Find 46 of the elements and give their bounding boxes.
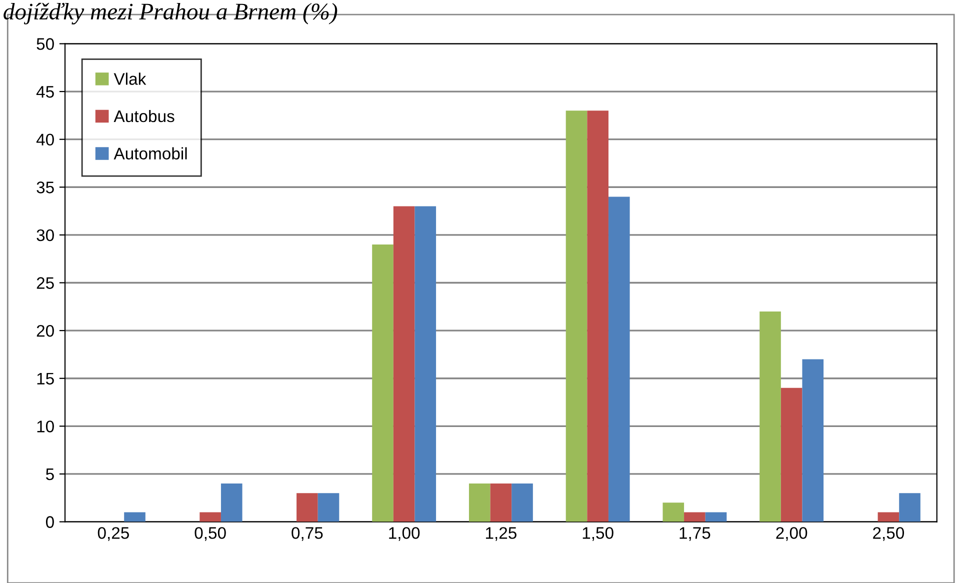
y-tick-label: 10	[37, 420, 54, 432]
y-tick-label: 50	[36, 38, 54, 50]
bar	[414, 206, 436, 522]
bar	[468, 484, 490, 522]
y-tick-label: 30	[36, 229, 54, 242]
bar	[705, 512, 727, 522]
y-tick-label: 45	[36, 86, 54, 98]
chart-title: dojížďky mezi Prahou a Brnem (%)	[4, 2, 338, 24]
legend-label: Vlak	[114, 72, 146, 85]
y-tick-label: 5	[46, 468, 54, 480]
bar	[608, 196, 630, 522]
legend-label: Automobil	[114, 147, 187, 160]
x-tick-label: 2,00	[776, 527, 808, 541]
bar	[220, 484, 242, 522]
y-tick-label: 20	[36, 324, 54, 337]
x-tick-label: 1,00	[389, 527, 420, 541]
bar	[512, 484, 533, 522]
bar	[684, 512, 706, 522]
bar	[802, 359, 824, 522]
bar	[780, 388, 802, 522]
y-tick-label: 35	[36, 182, 54, 194]
bar	[200, 512, 221, 522]
bar	[566, 110, 588, 522]
bar	[662, 502, 684, 522]
bar	[490, 484, 512, 522]
legend-label: Autobus	[114, 110, 174, 122]
bar	[318, 493, 340, 522]
y-tick-label: 0	[46, 516, 54, 528]
y-tick-label: 25	[36, 277, 54, 289]
bar	[899, 493, 920, 522]
bar	[760, 311, 781, 522]
bar	[587, 110, 608, 522]
x-tick-label: 1,25	[486, 527, 516, 541]
x-tick-label: 1,75	[680, 527, 710, 541]
bar	[878, 512, 900, 522]
y-tick-label: 40	[36, 134, 54, 146]
bar	[296, 493, 318, 522]
x-tick-label: 0,25	[98, 527, 129, 541]
x-tick-label: 1,50	[582, 527, 614, 541]
x-tick-label: 2,50	[873, 527, 904, 541]
bar	[393, 206, 415, 522]
bar	[124, 512, 146, 522]
y-tick-label: 15	[37, 372, 54, 385]
x-tick-label: 0,75	[292, 527, 323, 541]
x-tick-label: 0,50	[194, 527, 226, 541]
bar	[372, 244, 394, 522]
